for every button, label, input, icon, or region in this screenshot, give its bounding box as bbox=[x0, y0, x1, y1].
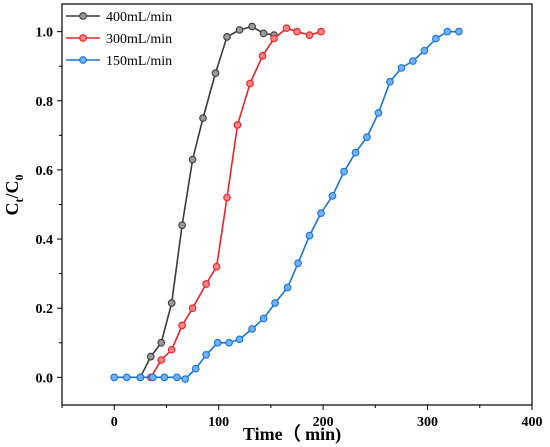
data-point bbox=[199, 114, 207, 122]
legend-item: 300mL/min bbox=[66, 32, 172, 47]
x-tick-label: 400 bbox=[522, 415, 543, 430]
y-tick-label: 0.4 bbox=[36, 233, 54, 248]
legend-marker bbox=[79, 12, 87, 20]
data-point bbox=[225, 338, 233, 347]
data-point bbox=[202, 280, 210, 288]
data-point bbox=[340, 167, 348, 176]
legend-marker bbox=[79, 34, 87, 42]
data-point bbox=[409, 57, 417, 65]
data-point bbox=[178, 321, 186, 330]
x-axis-title: Time（ min) bbox=[243, 424, 341, 445]
data-point bbox=[259, 29, 268, 38]
data-point bbox=[223, 32, 231, 41]
data-point bbox=[248, 22, 256, 31]
data-point bbox=[420, 46, 429, 55]
y-tick-label: 0.8 bbox=[36, 95, 54, 110]
data-point bbox=[305, 31, 314, 39]
data-point bbox=[270, 34, 278, 43]
legend-item: 400mL/min bbox=[66, 10, 172, 25]
series-1 bbox=[146, 24, 325, 382]
data-point bbox=[397, 64, 406, 72]
data-point bbox=[432, 34, 440, 43]
x-tick-label: 0 bbox=[111, 415, 118, 430]
data-point bbox=[235, 335, 244, 344]
data-point bbox=[188, 155, 197, 164]
y-tick-label: 1.0 bbox=[36, 26, 54, 41]
y-axis-title-mid: /C bbox=[2, 181, 22, 200]
data-point bbox=[258, 52, 267, 60]
data-point bbox=[157, 338, 166, 347]
data-point bbox=[181, 375, 190, 383]
series-2 bbox=[110, 27, 463, 383]
data-point bbox=[305, 231, 314, 240]
data-point bbox=[271, 299, 279, 307]
data-point bbox=[213, 338, 222, 347]
data-point bbox=[223, 193, 231, 202]
data-point bbox=[259, 314, 268, 323]
series-0 bbox=[136, 22, 278, 382]
data-point bbox=[157, 356, 166, 364]
x-tick-label: 300 bbox=[417, 415, 438, 430]
data-point bbox=[328, 192, 337, 200]
data-point bbox=[351, 148, 360, 157]
series-layer bbox=[110, 22, 463, 383]
y-tick-label: 0.6 bbox=[36, 164, 54, 179]
legend: 400mL/min 300mL/min 150mL/min bbox=[66, 10, 172, 69]
y-axis-title: Ct/C0 bbox=[2, 175, 26, 216]
data-point bbox=[386, 77, 394, 86]
data-point bbox=[246, 79, 254, 88]
y-tick-label: 0.2 bbox=[36, 302, 54, 317]
data-point bbox=[293, 27, 301, 36]
data-point bbox=[110, 373, 119, 382]
legend-marker bbox=[79, 56, 87, 64]
data-point bbox=[160, 373, 169, 382]
y-axis-title-sub-0: 0 bbox=[12, 175, 26, 181]
data-point bbox=[173, 373, 181, 382]
series-line bbox=[139, 25, 275, 378]
data-point bbox=[294, 259, 302, 268]
data-point bbox=[178, 221, 186, 230]
data-point bbox=[374, 109, 383, 117]
data-point bbox=[235, 26, 244, 34]
legend-label: 300mL/min bbox=[106, 32, 172, 47]
legend-label: 150mL/min bbox=[106, 54, 172, 69]
data-point bbox=[443, 27, 452, 36]
data-point bbox=[248, 325, 256, 333]
data-point bbox=[212, 262, 221, 271]
y-axis-title-main: C bbox=[2, 203, 22, 216]
data-point bbox=[233, 121, 242, 129]
y-axis-title-sub-t: t bbox=[12, 199, 26, 203]
x-tick-label: 100 bbox=[208, 415, 229, 430]
data-point bbox=[191, 364, 200, 373]
data-point bbox=[283, 283, 292, 292]
data-point bbox=[188, 304, 197, 313]
data-point bbox=[363, 133, 371, 141]
data-point bbox=[317, 209, 325, 217]
data-point bbox=[211, 69, 220, 77]
data-point bbox=[282, 24, 291, 33]
x-tick-label: 200 bbox=[313, 415, 334, 430]
data-point bbox=[146, 352, 155, 361]
data-point bbox=[149, 373, 157, 382]
data-point bbox=[167, 299, 176, 307]
axis-ticks: 0 100 200 300 400 0.0 0.2 0.4 0.6 0.8 1.0 bbox=[36, 26, 543, 430]
y-tick-label: 0.0 bbox=[36, 371, 54, 386]
data-point bbox=[202, 351, 210, 359]
data-point bbox=[136, 373, 145, 382]
data-point bbox=[167, 345, 176, 354]
series-line bbox=[150, 27, 322, 378]
legend-item: 150mL/min bbox=[66, 54, 172, 69]
data-point bbox=[122, 373, 131, 382]
legend-label: 400mL/min bbox=[106, 10, 172, 25]
data-point bbox=[317, 27, 325, 36]
data-point bbox=[455, 27, 463, 36]
